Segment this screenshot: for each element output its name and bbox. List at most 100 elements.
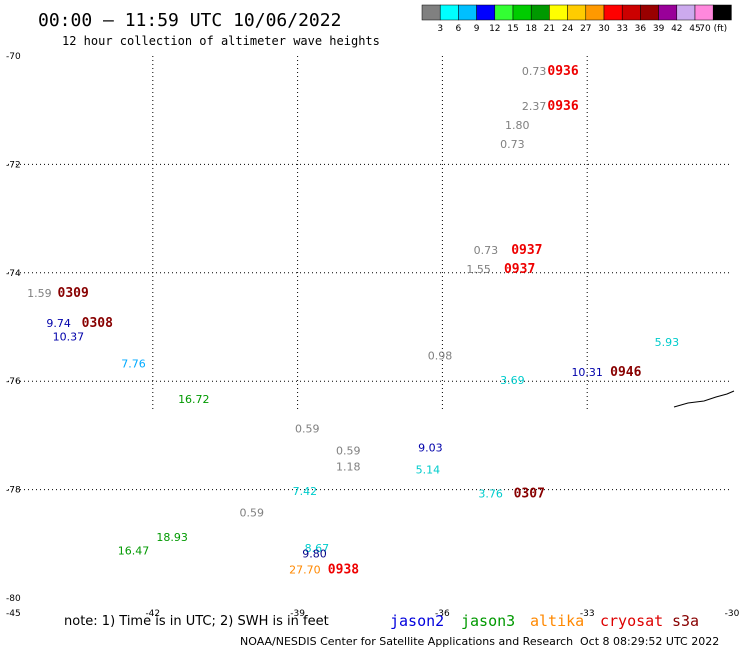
colorbar-swatch (676, 4, 696, 21)
satellite-name: s3a (672, 612, 699, 630)
colorbar-swatch (512, 4, 532, 21)
colorbar-swatch (421, 4, 441, 21)
satellite-name: cryosat (600, 612, 663, 630)
wave-height-label: 3.76 (478, 488, 503, 501)
wave-height-label: 9.03 (418, 442, 443, 455)
coastline-fragment (673, 390, 735, 408)
colorbar-label: 36 (635, 24, 647, 34)
footnote: note: 1) Time is in UTC; 2) SWH is in fe… (64, 614, 329, 629)
wave-height-label: 0.73 (474, 244, 499, 257)
chart-subtitle: 12 hour collection of altimeter wave hei… (62, 34, 380, 48)
wave-height-label: 5.93 (655, 336, 680, 349)
colorbar-swatch (494, 4, 514, 21)
timestamp-text: Oct 8 08:29:52 UTC 2022 (580, 635, 719, 648)
x-tick-label: -42 (145, 609, 160, 619)
pass-time-label: 0309 (58, 286, 89, 301)
wave-height-label: 7.42 (293, 485, 318, 498)
wave-height-label: 0.73 (522, 65, 547, 78)
wave-height-label: 3.69 (500, 374, 525, 387)
colorbar-label: 9 (474, 24, 480, 34)
y-tick-label: -74 (6, 269, 21, 279)
wave-height-label: 0.59 (336, 444, 361, 457)
y-tick-label: -80 (6, 594, 21, 604)
wave-height-label: 0.98 (428, 350, 453, 363)
colorbar-label: 15 (507, 24, 518, 34)
colorbar-label: 18 (525, 24, 537, 34)
wave-height-label: 0.73 (500, 138, 525, 151)
colorbar-swatch (621, 4, 641, 21)
colorbar-label: 6 (456, 24, 462, 34)
colorbar-label: 70 (ft) (699, 24, 727, 34)
colorbar-label: 27 (580, 24, 591, 34)
y-tick-label: -78 (6, 486, 21, 496)
x-tick-label: -39 (290, 609, 305, 619)
y-tick-label: -70 (6, 52, 21, 62)
colorbar-swatch (658, 4, 678, 21)
y-tick-label: -72 (6, 160, 21, 170)
colorbar-swatch (476, 4, 496, 21)
x-tick-label: -45 (6, 609, 21, 619)
colorbar-swatch (439, 4, 459, 21)
colorbar-swatch (567, 4, 587, 21)
colorbar-swatch (549, 4, 568, 21)
wave-height-label: 5.14 (416, 463, 441, 476)
wave-height-label: 27.70 (289, 564, 321, 577)
x-tick-label: -33 (580, 609, 595, 619)
y-tick-label: -76 (6, 377, 21, 387)
satellite-name: altika (530, 612, 584, 630)
wave-height-label: 8.67 (305, 542, 330, 555)
satellite-name: jason2 (390, 612, 444, 630)
pass-time-label: 0938 (328, 563, 359, 578)
chart-title: 00:00 — 11:59 UTC 10/06/2022 (38, 10, 341, 31)
credit-text: NOAA/NESDIS Center for Satellite Applica… (240, 635, 573, 648)
colorbar-label: 24 (562, 24, 574, 34)
grid-lines (8, 56, 732, 491)
x-tick-label: -36 (435, 609, 450, 619)
axis-ticks: -70 -72 -74 -76 -78 -80 -45 -42 -39 -36 -33 -30 (6, 52, 740, 619)
pass-time-label: 0946 (610, 365, 641, 380)
colorbar-label: 39 (653, 24, 665, 34)
wave-height-label: 7.76 (121, 358, 146, 371)
colorbar-label: 33 (616, 24, 627, 34)
x-tick-label: -30 (725, 609, 740, 619)
pass-time-label: 0937 (511, 243, 542, 258)
pass-time-label: 0308 (82, 316, 113, 331)
colorbar-label: 12 (489, 24, 500, 34)
pass-time-label: 0936 (547, 99, 578, 114)
wave-height-label: 10.37 (53, 331, 85, 344)
pass-time-label: 0936 (547, 64, 578, 79)
colorbar-label: 21 (544, 24, 555, 34)
pass-time-label: 0937 (504, 262, 535, 277)
colorbar-swatch (712, 4, 732, 21)
wave-height-label: 9.74 (46, 317, 71, 330)
colorbar-swatch (458, 4, 477, 21)
colorbar-label: 30 (598, 24, 610, 34)
colorbar-swatch (585, 4, 605, 21)
colorbar-swatch (694, 4, 714, 21)
wave-height-label: 1.80 (505, 119, 530, 132)
wave-height-label: 9.80 (302, 547, 327, 560)
wave-height-label: 16.72 (178, 393, 210, 406)
wave-height-label: 0.59 (239, 507, 264, 520)
wave-height-label: 1.18 (336, 461, 361, 474)
wave-height-label: 2.37 (522, 100, 547, 113)
wave-height-label: 18.93 (156, 531, 188, 544)
pass-time-label: 0307 (514, 487, 545, 502)
satellite-legend: jason2 jason3 altika cryosat s3a (390, 612, 699, 630)
colorbar-swatch (640, 4, 659, 21)
wave-height-label: 10.31 (571, 366, 603, 379)
wave-height-label: 0.59 (295, 423, 320, 436)
wave-height-label: 1.59 (27, 287, 52, 300)
colorbar-label: 3 (437, 24, 443, 34)
satellite-name: jason3 (461, 612, 515, 630)
colorbar-label: 42 (671, 24, 682, 34)
colorbar-swatch (603, 4, 623, 21)
wave-height-label: 1.55 (466, 263, 491, 276)
wave-height-label: 16.47 (118, 545, 150, 558)
colorbar-swatch (530, 4, 550, 21)
colorbar-label: 45 (689, 24, 700, 34)
